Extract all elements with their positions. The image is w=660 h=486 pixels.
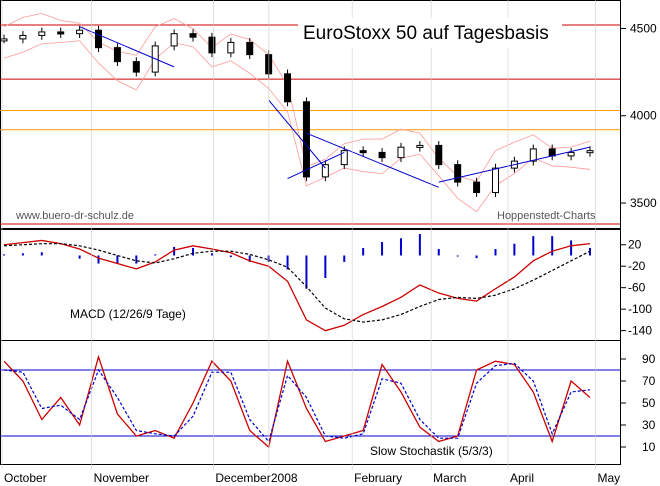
candle-24 — [454, 164, 462, 183]
stoch-tick-label-1: 70 — [642, 374, 656, 388]
x-tick-label-3: 2008 — [271, 471, 298, 485]
stoch-tick-label-4: 10 — [642, 440, 656, 454]
candle-28 — [529, 148, 537, 162]
trend-line-3 — [306, 132, 439, 188]
price-panel-frame — [0, 0, 621, 229]
candle-2 — [38, 31, 46, 36]
candle-23 — [435, 144, 443, 166]
x-tick-label-1: November — [94, 471, 149, 485]
candle-5 — [95, 29, 103, 49]
candle-20 — [378, 151, 386, 159]
stoch-tick-label-2: 50 — [642, 396, 656, 410]
macd-tick-label-2: -60 — [628, 281, 646, 295]
candle-6 — [113, 47, 121, 63]
price-tick-label-2: 4500 — [630, 21, 657, 35]
chart-title: EuroStoxx 50 auf Tagesbasis — [303, 23, 549, 44]
candle-0 — [0, 38, 8, 42]
macd-layer: 20 -20 -60 -100 -140 — [3, 234, 652, 338]
candle-18 — [340, 150, 348, 166]
candle-12 — [227, 41, 235, 54]
trend-line-1 — [268, 99, 326, 169]
macd-line — [3, 239, 591, 332]
macd-tick-label-3: -100 — [628, 302, 652, 316]
candle-19 — [359, 150, 367, 154]
title-bg — [298, 18, 562, 48]
candle-15 — [284, 73, 292, 103]
candle-26 — [491, 167, 499, 194]
candle-11 — [208, 36, 216, 54]
price-tick-label-1: 4000 — [630, 109, 657, 123]
stoch-k-line — [3, 354, 591, 449]
watermark-left: www.buero-dr-schulz.de — [15, 210, 134, 222]
x-axis: October November December 2008 February March… — [1, 0, 621, 485]
trend-line-0 — [79, 26, 175, 68]
x-tick-label-5: March — [433, 471, 466, 485]
macd-panel-frame — [0, 229, 621, 341]
candle-21 — [397, 146, 405, 159]
trend-line-4 — [438, 146, 591, 183]
watermark-right: Hoppenstedt-Charts — [497, 210, 596, 222]
candle-25 — [473, 181, 481, 194]
macd-tick-label-0: 20 — [628, 238, 642, 252]
candle-1 — [19, 34, 27, 40]
candle-17 — [321, 164, 329, 178]
trend-line-2 — [287, 151, 345, 180]
price-tick-label-0: 3500 — [630, 196, 657, 210]
macd-label: MACD (12/26/9 Tage) — [70, 307, 186, 321]
stoch-label: Slow Stochastik (5/3/3) — [370, 444, 493, 458]
candle-16 — [302, 101, 310, 178]
candle-31 — [586, 150, 594, 154]
macd-tick-label-1: -20 — [628, 259, 646, 273]
x-tick-label-7: May — [598, 471, 621, 485]
stoch-tick-label-3: 30 — [642, 418, 656, 432]
macd-tick-label-4: -140 — [628, 324, 652, 338]
x-tick-label-4: February — [354, 471, 402, 485]
stoch-tick-label-0: 90 — [642, 352, 656, 366]
candle-3 — [57, 31, 65, 35]
stoch-panel-frame — [0, 340, 621, 465]
x-tick-label-2: December — [215, 471, 270, 485]
x-tick-label-6: April — [510, 471, 534, 485]
candle-4 — [76, 29, 84, 35]
x-tick-label-0: October — [4, 471, 47, 485]
stoch-layer: 90 70 50 30 10 — [0, 352, 656, 454]
candle-10 — [189, 33, 197, 38]
candle-13 — [246, 41, 254, 56]
candle-9 — [170, 33, 178, 47]
candle-7 — [132, 61, 140, 73]
candle-29 — [548, 148, 556, 157]
stoch-d-line — [3, 362, 591, 443]
candle-30 — [567, 151, 575, 157]
candle-22 — [416, 144, 424, 148]
